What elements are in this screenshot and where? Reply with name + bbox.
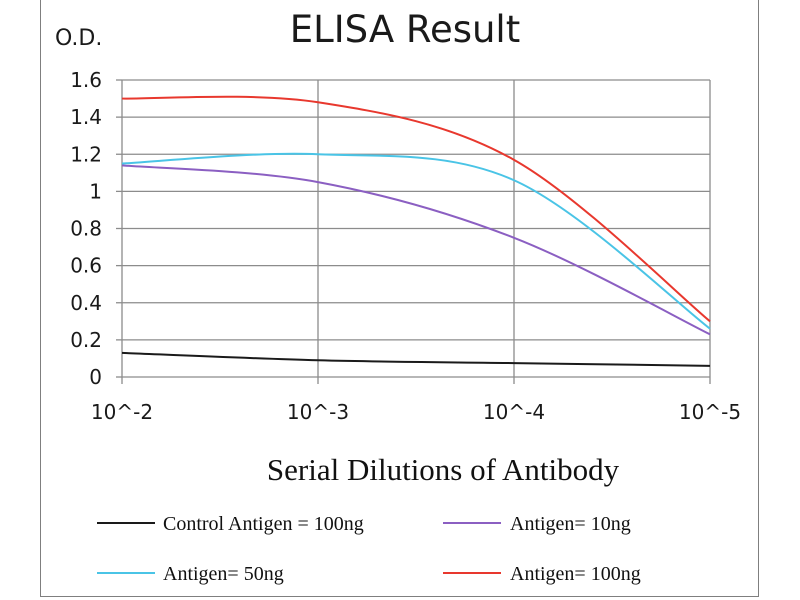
x-tick-label: 10^-4	[483, 400, 545, 424]
y-tick-label: 0.6	[70, 254, 102, 278]
chart-frame	[40, 0, 759, 597]
y-tick-label: 1	[89, 179, 102, 203]
series-line-2	[121, 164, 711, 336]
x-tick-labels: 10^-2 10^-3 10^-4 10^-5	[91, 400, 741, 424]
y-tick-label: 0.4	[70, 291, 102, 315]
y-tick-labels: 0 0.2 0.4 0.6 0.8 1 1.2 1.4 1.6	[70, 68, 102, 389]
y-tick-label: 0.8	[70, 217, 102, 241]
y-tick-label: 0.2	[70, 328, 102, 352]
x-tick-label: 10^-5	[679, 400, 741, 424]
grid	[122, 79, 711, 377]
x-axis-label: Serial Dilutions of Antibody	[267, 452, 620, 487]
x-tick-label: 10^-3	[287, 400, 349, 424]
y-axis-label: O.D.	[55, 26, 102, 51]
y-tick-label: 0	[89, 365, 102, 389]
x-tick-label: 10^-2	[91, 400, 153, 424]
y-tick-label: 1.6	[70, 68, 102, 92]
legend-label-3: Antigen= 50ng	[163, 563, 284, 585]
y-tick-label: 1.2	[70, 142, 102, 166]
legend-label-1: Control Antigen = 100ng	[163, 513, 364, 535]
series-lines	[121, 95, 711, 367]
series-line-1	[121, 351, 711, 367]
y-tick-label: 1.4	[70, 105, 102, 129]
series-line-4	[121, 95, 711, 323]
chart-title: ELISA Result	[290, 8, 520, 51]
legend-label-2: Antigen= 10ng	[510, 513, 631, 535]
series-line-3	[121, 152, 711, 330]
legend: Control Antigen = 100ng Antigen= 10ng Anti…	[97, 513, 641, 585]
legend-label-4: Antigen= 100ng	[510, 563, 641, 585]
axes	[116, 79, 711, 384]
